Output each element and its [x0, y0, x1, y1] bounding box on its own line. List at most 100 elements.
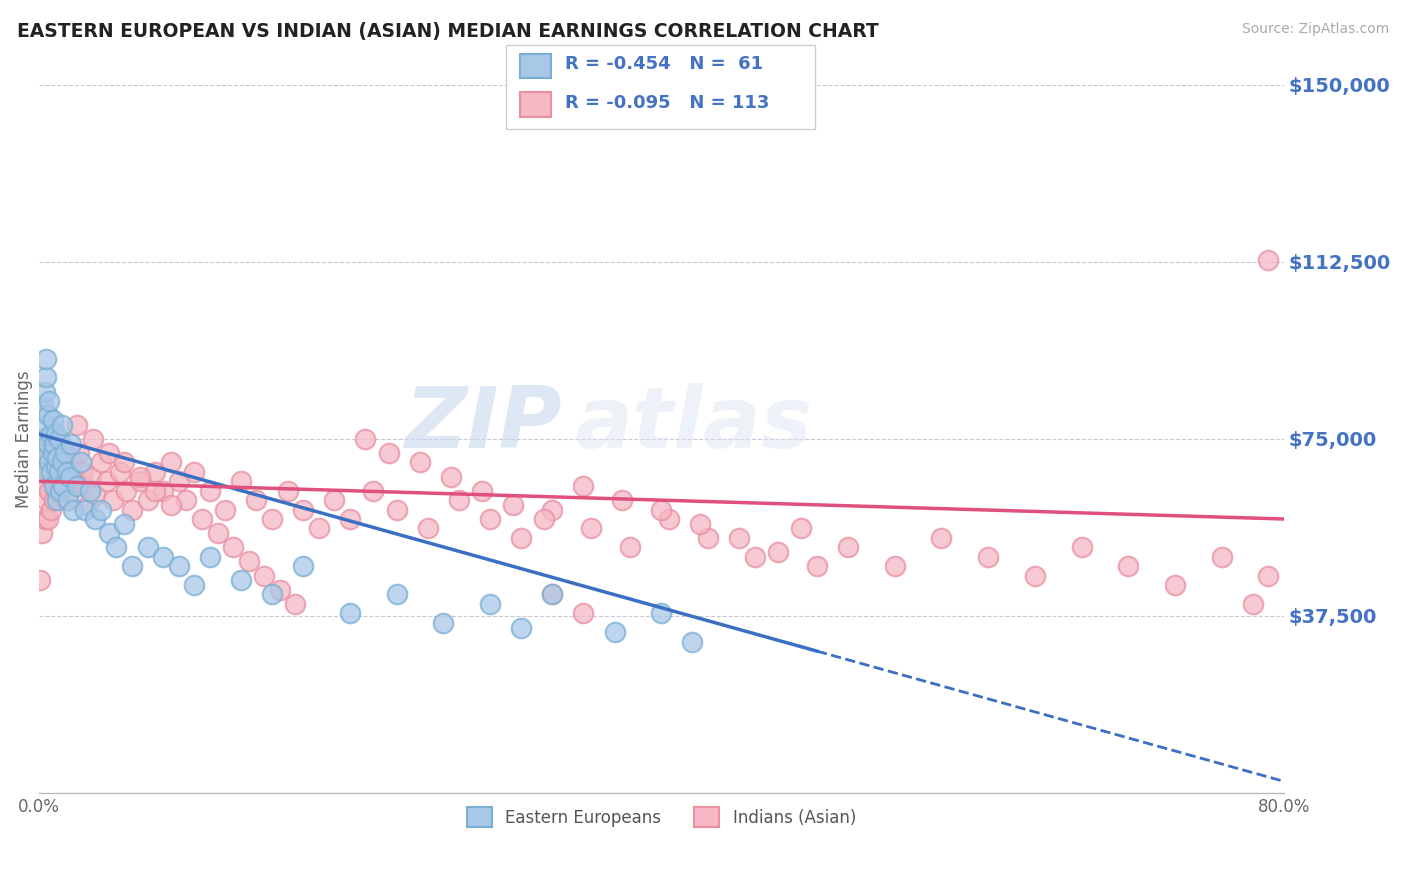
Point	[34, 512, 56, 526]
Point	[112, 516, 135, 531]
Point	[136, 493, 159, 508]
Point	[160, 455, 183, 469]
Point	[52, 465, 75, 479]
Point	[766, 545, 789, 559]
Point	[48, 432, 70, 446]
Point	[176, 493, 198, 508]
Point	[46, 483, 69, 498]
Point	[41, 413, 63, 427]
Point	[354, 432, 377, 446]
Point	[361, 483, 384, 498]
Point	[409, 455, 432, 469]
Point	[97, 526, 120, 541]
Point	[90, 502, 112, 516]
Point	[59, 469, 82, 483]
Point	[55, 465, 77, 479]
Point	[121, 502, 143, 516]
Point	[35, 493, 58, 508]
Point	[533, 512, 555, 526]
Point	[62, 455, 84, 469]
Point	[728, 531, 751, 545]
Point	[38, 446, 60, 460]
Point	[323, 493, 346, 508]
Point	[96, 475, 118, 489]
Point	[183, 578, 205, 592]
Point	[41, 446, 63, 460]
Text: Source: ZipAtlas.com: Source: ZipAtlas.com	[1241, 22, 1389, 37]
Point	[42, 493, 65, 508]
Point	[1257, 568, 1279, 582]
Point	[385, 502, 408, 516]
Text: R = -0.095   N = 113: R = -0.095 N = 113	[565, 94, 769, 112]
Point	[32, 432, 55, 446]
Point	[90, 455, 112, 469]
Point	[49, 475, 72, 489]
Point	[378, 446, 401, 460]
Point	[31, 526, 53, 541]
Point	[253, 568, 276, 582]
Point	[1257, 252, 1279, 267]
Point	[143, 483, 166, 498]
Point	[222, 541, 245, 555]
Point	[37, 465, 59, 479]
Text: EASTERN EUROPEAN VS INDIAN (ASIAN) MEDIAN EARNINGS CORRELATION CHART: EASTERN EUROPEAN VS INDIAN (ASIAN) MEDIA…	[17, 22, 879, 41]
Point	[292, 559, 315, 574]
Point	[66, 479, 89, 493]
Point	[103, 493, 125, 508]
Point	[478, 512, 501, 526]
Point	[510, 620, 533, 634]
Point	[697, 531, 720, 545]
Point	[31, 465, 53, 479]
Point	[97, 446, 120, 460]
Point	[52, 479, 75, 493]
Point	[49, 483, 72, 498]
Point	[612, 493, 634, 508]
Point	[510, 531, 533, 545]
Point	[245, 493, 267, 508]
Point	[136, 541, 159, 555]
Point	[1211, 549, 1233, 564]
Point	[39, 502, 62, 516]
Point	[56, 493, 79, 508]
Point	[883, 559, 905, 574]
Point	[42, 479, 65, 493]
Point	[80, 469, 103, 483]
Point	[650, 502, 672, 516]
Point	[198, 483, 221, 498]
Point	[238, 554, 260, 568]
Point	[152, 549, 174, 564]
Point	[105, 541, 128, 555]
Point	[41, 475, 63, 489]
Point	[167, 559, 190, 574]
Point	[67, 446, 90, 460]
Point	[339, 607, 361, 621]
Point	[48, 455, 70, 469]
Point	[152, 483, 174, 498]
Point	[1241, 597, 1264, 611]
Point	[53, 446, 76, 460]
Point	[260, 512, 283, 526]
Point	[32, 399, 55, 413]
Point	[572, 479, 595, 493]
Point	[183, 465, 205, 479]
Point	[1164, 578, 1187, 592]
Point	[440, 469, 463, 483]
Point	[75, 479, 97, 493]
Point	[1070, 541, 1092, 555]
Point	[619, 541, 641, 555]
Text: atlas: atlas	[574, 384, 813, 467]
Point	[447, 493, 470, 508]
Point	[53, 479, 76, 493]
Point	[75, 502, 97, 516]
Point	[35, 432, 58, 446]
Point	[650, 607, 672, 621]
Point	[35, 351, 58, 366]
Point	[38, 455, 60, 469]
Point	[37, 408, 59, 422]
Text: ZIP: ZIP	[404, 384, 561, 467]
Point	[45, 460, 67, 475]
Point	[167, 475, 190, 489]
Point	[806, 559, 828, 574]
Legend: Eastern Europeans, Indians (Asian): Eastern Europeans, Indians (Asian)	[460, 800, 862, 834]
Point	[45, 465, 67, 479]
